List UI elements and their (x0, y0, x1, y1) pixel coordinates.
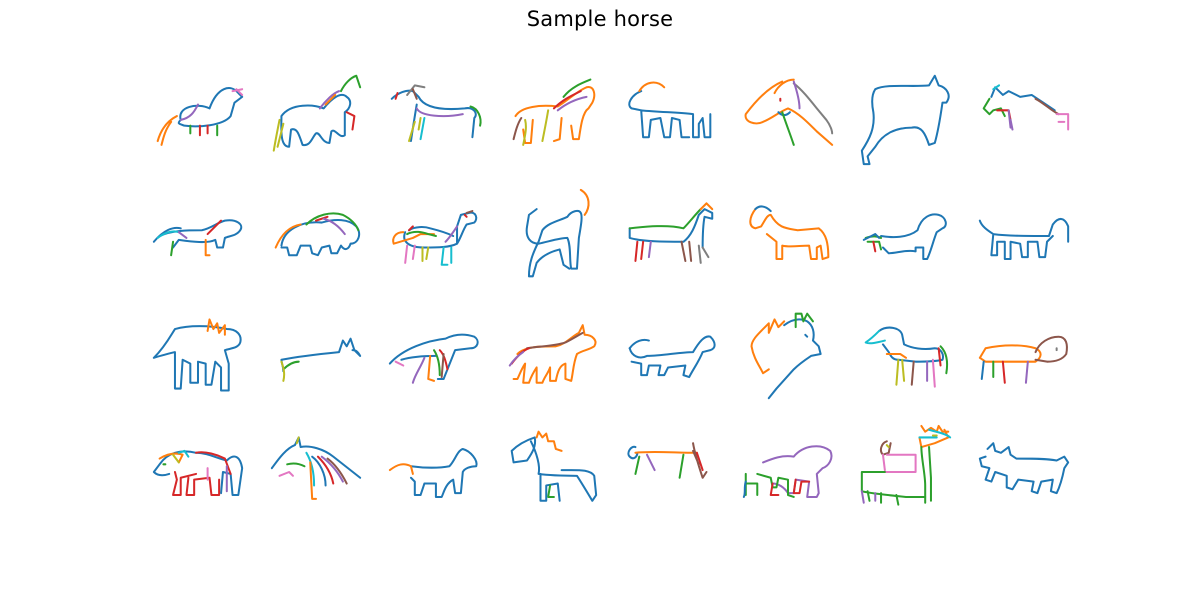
sketch-r3-c4 (504, 306, 600, 402)
sketch-r4-c1 (150, 424, 246, 520)
sketch-r1-c3 (386, 70, 482, 166)
sketch-r2-c3 (386, 188, 482, 284)
sketch-r2-c4 (504, 188, 600, 284)
sketch-r4-c6 (740, 424, 836, 520)
sketch-r3-c2 (268, 306, 364, 402)
sketch-r4-c2 (268, 424, 364, 520)
sketch-r1-c5 (622, 70, 718, 166)
sketch-r3-c6 (740, 306, 836, 402)
sketch-grid (150, 70, 1080, 530)
sketch-r3-c3 (386, 306, 482, 402)
sketch-r1-c7 (858, 70, 954, 166)
sketch-r2-c1 (150, 188, 246, 284)
sketch-r4-c5 (622, 424, 718, 520)
sketch-r2-c6 (740, 188, 836, 284)
sketch-r3-c5 (622, 306, 718, 402)
sketch-r1-c6 (740, 70, 836, 166)
sketch-r2-c8 (976, 188, 1072, 284)
sketch-r4-c7 (858, 424, 954, 520)
page-title: Sample horse (526, 7, 674, 31)
sketch-r4-c4 (504, 424, 600, 520)
sketch-r4-c3 (386, 424, 482, 520)
sketch-r3-c7 (858, 306, 954, 402)
sketch-r1-c1 (150, 70, 246, 166)
sketch-r3-c1 (150, 306, 246, 402)
sketch-r1-c2 (268, 70, 364, 166)
sketch-r2-c5 (622, 188, 718, 284)
sketch-r3-c8 (976, 306, 1072, 402)
sketch-r1-c4 (504, 70, 600, 166)
sketch-r4-c8 (976, 424, 1072, 520)
sketch-r1-c8 (976, 70, 1072, 166)
sketch-r2-c2 (268, 188, 364, 284)
sketch-r2-c7 (858, 188, 954, 284)
